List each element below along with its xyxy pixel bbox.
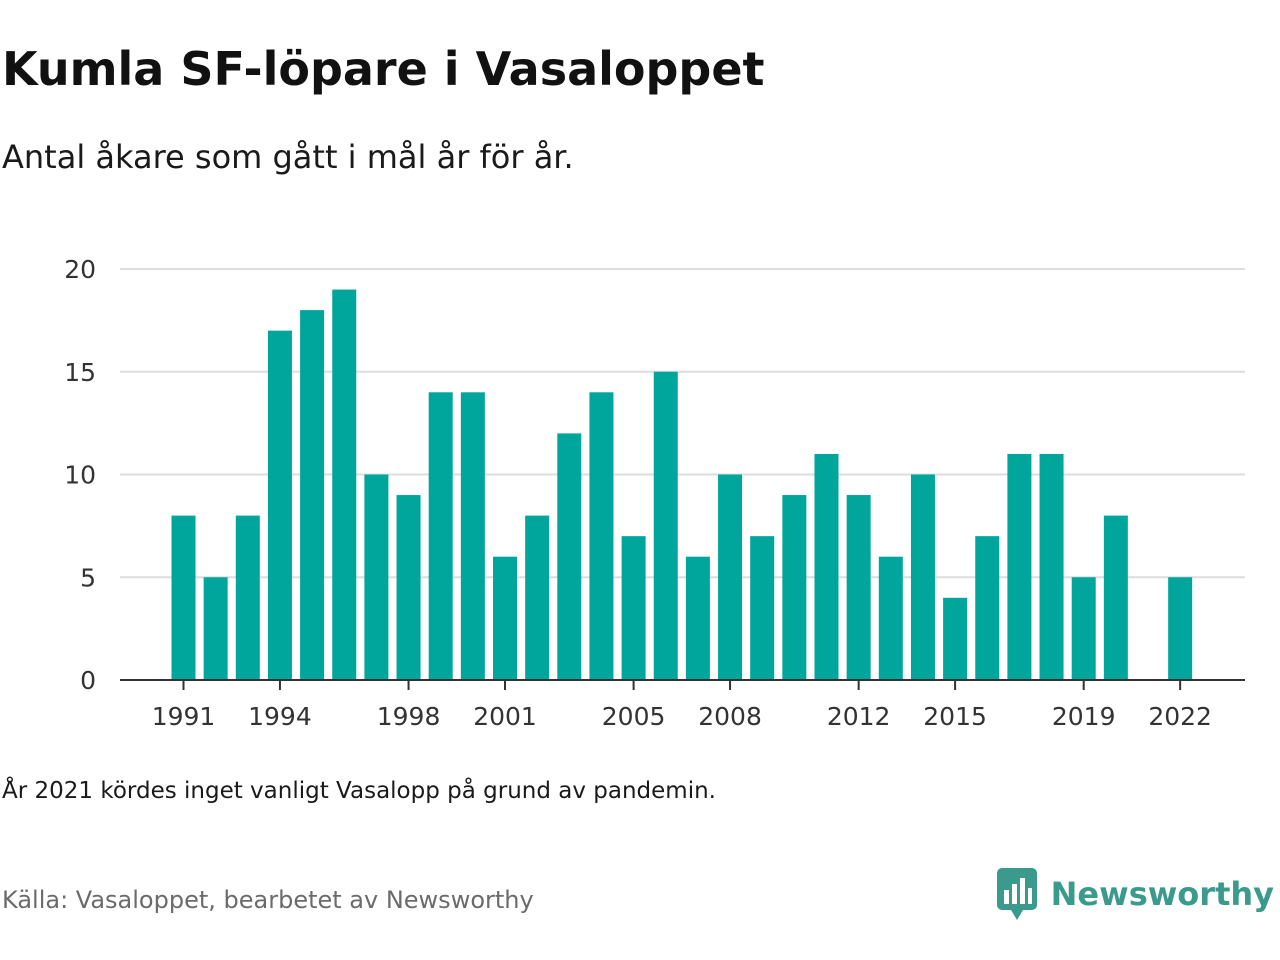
bar-2022 (1168, 577, 1193, 680)
bar-2012 (846, 495, 871, 680)
x-tick-label: 1991 (152, 702, 216, 731)
x-tick-label: 2012 (827, 702, 891, 731)
y-tick-label: 5 (80, 563, 96, 592)
bar-2009 (750, 536, 775, 680)
bar-1997 (364, 474, 389, 680)
bar-2003 (557, 433, 582, 680)
bar-2000 (460, 392, 485, 680)
bar-chart: 0 5 10 15 20 1991 1994 1998 2001 2005 2008 2012 2015… (64, 255, 1245, 731)
brand-name: Newsworthy (1050, 875, 1274, 913)
bar-1996 (332, 289, 357, 680)
x-tick-label: 1998 (377, 702, 441, 731)
x-tick-label: 2005 (602, 702, 666, 731)
bar-2008 (718, 474, 743, 680)
newsworthy-logo-icon (996, 868, 1037, 920)
bar-1993 (235, 515, 260, 680)
bar-2002 (525, 515, 550, 680)
bar-2006 (653, 371, 678, 680)
x-tick-label: 2022 (1148, 702, 1212, 731)
y-tick-label: 0 (80, 666, 96, 695)
x-tick-label: 2019 (1052, 702, 1116, 731)
source-credit: Källa: Vasaloppet, bearbetet av Newswort… (2, 886, 534, 914)
y-tick-label: 10 (64, 461, 96, 490)
y-tick-label: 15 (64, 358, 96, 387)
bar-2013 (878, 556, 903, 680)
y-tick-label: 20 (64, 255, 96, 284)
axes: 0 5 10 15 20 1991 1994 1998 2001 2005 2008 2012 2015… (64, 255, 1245, 731)
bar-2011 (814, 453, 839, 680)
chart-note: År 2021 kördes inget vanligt Vasalopp på… (2, 778, 716, 804)
bar-2016 (975, 536, 1000, 680)
bar-2001 (493, 556, 517, 680)
bar-1999 (428, 392, 453, 680)
bar-2014 (910, 474, 935, 680)
chart-title: Kumla SF-löpare i Vasaloppet (2, 42, 765, 96)
bar-2007 (685, 556, 710, 680)
chart-subtitle: Antal åkare som gått i mål år för år. (2, 138, 574, 176)
x-tick-label: 1994 (248, 702, 312, 731)
bar-2015 (943, 597, 968, 680)
bar-1992 (203, 577, 228, 680)
bar-1994 (267, 330, 292, 680)
bar-2004 (589, 392, 614, 680)
bar-2005 (621, 536, 646, 680)
bar-2018 (1039, 453, 1064, 680)
bar-1995 (300, 310, 325, 680)
x-tick-label: 2015 (923, 702, 987, 731)
brand-logo: Newsworthy (996, 868, 1274, 920)
x-tick-label: 2008 (698, 702, 762, 731)
bar-1998 (396, 495, 421, 680)
bars (171, 289, 1193, 680)
bar-1991 (171, 515, 196, 680)
x-tick-label: 2001 (473, 702, 537, 731)
bar-2010 (782, 495, 807, 680)
bar-2020 (1103, 515, 1128, 680)
bar-2017 (1007, 453, 1032, 680)
bar-2019 (1071, 577, 1096, 680)
